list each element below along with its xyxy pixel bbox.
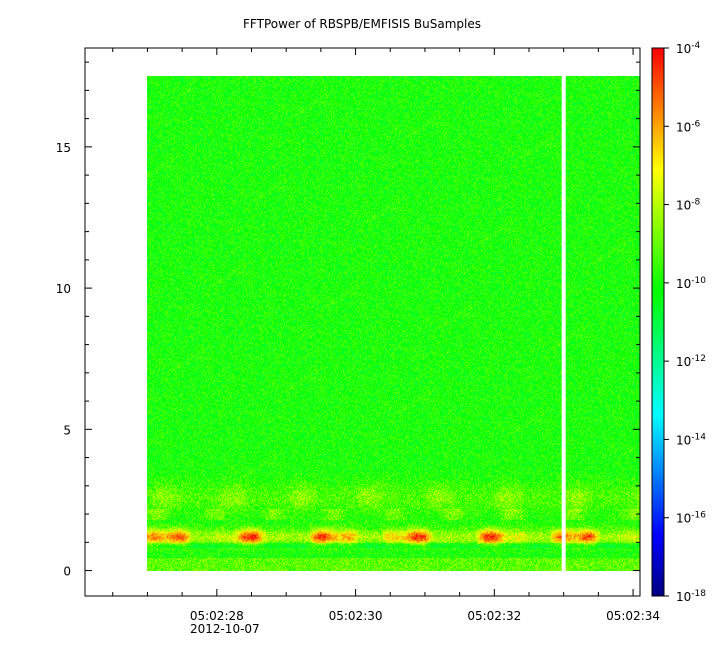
colorbar-tick-label: 10-8 [676, 198, 701, 213]
x-tick-label: 05:02:34 [606, 609, 660, 623]
y-tick-label: 5 [63, 423, 71, 437]
spectrogram-image [147, 76, 640, 571]
y-tick-label: 0 [63, 565, 71, 579]
y-tick-label: 10 [56, 282, 71, 296]
x-axis-date-label: 2012-10-07 [190, 622, 260, 636]
data-gap [561, 76, 566, 571]
plot-area [84, 47, 641, 597]
x-axis: 05:02:28 05:02:30 05:02:32 05:02:34 [112, 48, 660, 623]
colorbar-gradient [651, 47, 665, 597]
x-tick-label: 05:02:30 [329, 609, 383, 623]
colorbar-tick-label: 10-16 [676, 511, 706, 526]
colorbar-tick-label: 10-10 [676, 276, 706, 291]
x-tick-label: 05:02:28 [190, 609, 244, 623]
y-axis: 0 5 10 15 [56, 61, 640, 579]
colorbar-tick-label: 10-14 [676, 432, 706, 447]
colorbar-tick-label: 10-6 [676, 119, 701, 134]
plot-frame [84, 47, 641, 597]
colorbar-ticks: 10-4 10-6 10-8 10-10 10-12 10-14 10-16 10-18 [664, 41, 706, 604]
colorbar-tick-label: 10-18 [676, 589, 706, 604]
colorbar-tick-label: 10-12 [676, 354, 706, 369]
chart-title: FFTPower of RBSPB/EMFISIS BuSamples [243, 17, 481, 31]
y-tick-label: 15 [56, 141, 71, 155]
colorbar: 10-4 10-6 10-8 10-10 10-12 10-14 10-16 10-18 [651, 41, 706, 604]
colorbar-tick-label: 10-4 [676, 41, 701, 56]
x-tick-label: 05:02:32 [467, 609, 521, 623]
